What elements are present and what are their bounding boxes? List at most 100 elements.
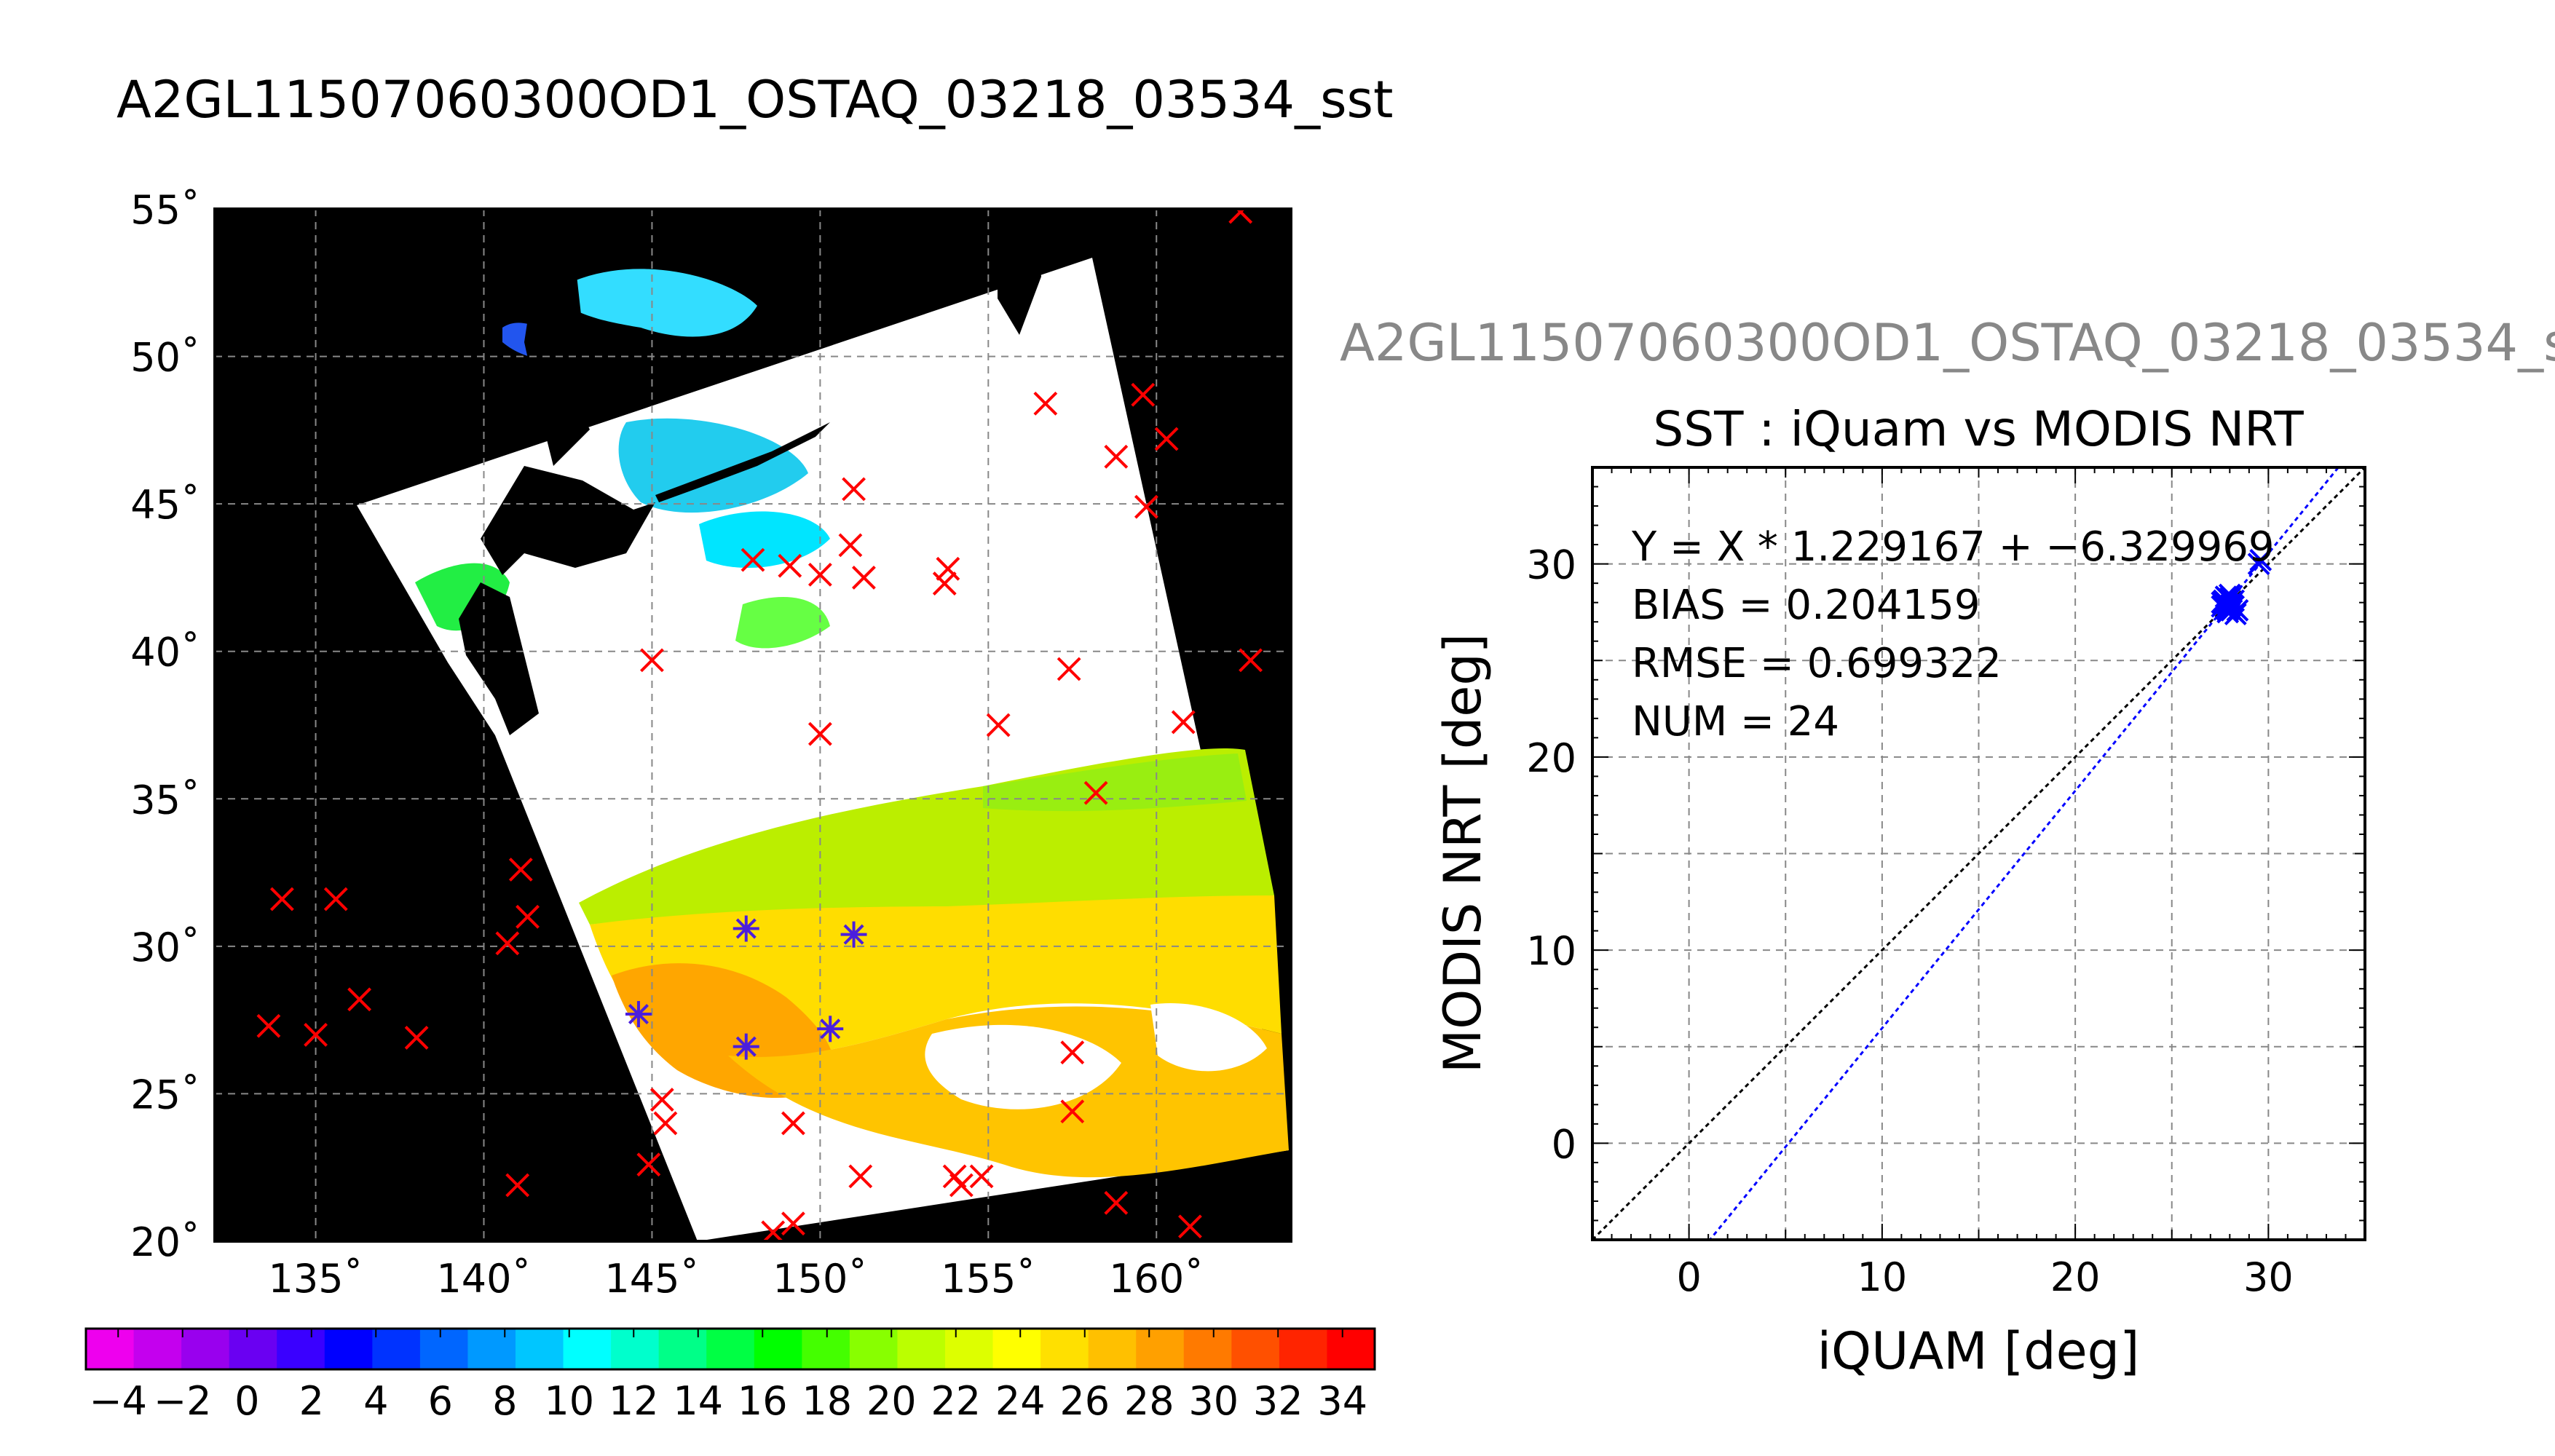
map-unmatched-point-stroke	[842, 477, 866, 502]
map-matched-point-stroke	[820, 1018, 841, 1040]
map-x-tick-label: 155˚	[941, 1256, 1035, 1302]
map-title: A2GL11507060300OD1_OSTAQ_03218_03534_sst	[117, 70, 1394, 130]
colorbar-cell	[1183, 1329, 1232, 1369]
colorbar-cell	[419, 1329, 468, 1369]
map-unmatched-point	[505, 1173, 530, 1198]
map-y-tick-label: 55˚	[130, 187, 200, 233]
map-unmatched-point-stroke	[969, 1164, 994, 1189]
map-unmatched-point-stroke	[1057, 657, 1081, 681]
scatter-ticks: 0 10 20 30 0 10 20 30	[1526, 467, 2366, 1300]
land-kuril-chain	[655, 422, 830, 502]
colorbar-cell	[802, 1329, 850, 1369]
colorbar-tick-label: 24	[995, 1378, 1046, 1424]
map-unmatched-point	[1131, 382, 1156, 407]
map-unmatched-point-stroke	[807, 721, 832, 746]
map-unmatched-point	[640, 648, 664, 673]
colorbar-cell	[754, 1329, 802, 1369]
map-unmatched-point-stroke	[1104, 444, 1129, 469]
map-unmatched-point	[269, 887, 294, 911]
colorbar-cell	[1136, 1329, 1185, 1369]
map-unmatched-point	[1104, 1190, 1129, 1215]
map-unmatched-point	[781, 1111, 805, 1136]
scatter-y-tick-label: 10	[1526, 928, 1576, 974]
scatter-annotation: BIAS = 0.204159	[1632, 582, 1981, 629]
colorbar-cell	[229, 1329, 277, 1369]
map-unmatched-point	[761, 1220, 786, 1241]
colorbar-cell	[133, 1329, 182, 1369]
colorbar-tick-label: 4	[363, 1378, 388, 1424]
sst-region-southwest-cloud	[1150, 1003, 1267, 1072]
map-matched-point-stroke	[735, 918, 757, 939]
map-unmatched-point	[516, 904, 540, 929]
map-x-tick-label: 145˚	[604, 1256, 699, 1302]
colorbar-cell	[658, 1329, 707, 1369]
colorbar-tick-label: 20	[866, 1378, 917, 1424]
map-unmatched-point	[741, 547, 765, 572]
colorbar-cell	[1279, 1329, 1327, 1369]
map-unmatched-point-stroke	[256, 1013, 281, 1038]
map-unmatched-point-stroke	[1228, 209, 1246, 224]
scatter-x-tick-label: 10	[1857, 1254, 1908, 1300]
map-unmatched-point-stroke	[986, 713, 1011, 737]
map-unmatched-point	[842, 477, 866, 502]
map-y-tick-label: 35˚	[130, 777, 200, 823]
map-unmatched-point	[852, 566, 876, 590]
map-unmatched-point-stroke	[1131, 382, 1156, 407]
map-matched-point	[732, 915, 759, 942]
map-unmatched-point-stroke	[269, 887, 294, 911]
map-unmatched-point	[969, 1164, 994, 1189]
map-unmatched-point	[1154, 427, 1179, 451]
colorbar-tick-label: 14	[673, 1378, 723, 1424]
map-matched-point	[840, 921, 867, 948]
colorbar-tick-label: 12	[609, 1378, 659, 1424]
colorbar-tick-label: 6	[428, 1378, 453, 1424]
colorbar-cell	[181, 1329, 230, 1369]
map-matched-point-stroke	[628, 1004, 649, 1025]
colorbar-tick-labels: −4 −2 0 2 4 6 8 10 12 14 16 18 20 22 24 26 28 30 32 34	[89, 1329, 1367, 1424]
map-unmatched-point-stroke	[781, 1211, 805, 1236]
map-unmatched-point-stroke	[781, 1111, 805, 1136]
land-honshu-north	[459, 582, 539, 735]
colorbar-cell	[945, 1329, 994, 1369]
map-unmatched-point-stroke	[942, 1164, 967, 1189]
map-unmatched-point-stroke	[649, 1088, 674, 1112]
map-unmatched-point	[949, 1173, 974, 1198]
colorbar-tick-label: 30	[1188, 1378, 1239, 1424]
colorbar-tick-label: 0	[234, 1378, 259, 1424]
map-unmatched-point	[304, 1022, 328, 1047]
colorbar-frame	[84, 1327, 1376, 1371]
map-unmatched-point	[936, 556, 960, 581]
map-matched-point	[817, 1016, 844, 1042]
scatter-x-tick-label: 30	[2243, 1254, 2294, 1300]
map-unmatched-point-stroke	[778, 553, 802, 578]
map-x-tick-label: 160˚	[1109, 1256, 1204, 1302]
colorbar-cell	[1088, 1329, 1137, 1369]
map-y-tick-label: 40˚	[130, 630, 200, 676]
map-unmatched-point	[1057, 657, 1081, 681]
map-unmatched-point	[932, 571, 957, 596]
colorbar-cell	[86, 1329, 135, 1369]
map-unmatched-point	[778, 553, 802, 578]
colorbar-cell	[324, 1329, 373, 1369]
colorbar-cell	[372, 1329, 421, 1369]
colorbar-tick-label: −2	[154, 1378, 212, 1424]
scatter-annotations: Y = X * 1.229167 + −6.329969 BIAS = 0.204…	[1631, 523, 2275, 745]
sst-region-band-greenyellow	[983, 753, 1247, 812]
map-unmatched-point	[1083, 780, 1108, 805]
map-matched-point	[732, 1033, 759, 1060]
map-unmatched-point-stroke	[1178, 1214, 1202, 1239]
scatter-plot: SST : iQuam vs MODIS NRT 0 10 20 300102030 …	[1433, 401, 2366, 1381]
map-matched-point-stroke	[735, 1036, 757, 1057]
map-unmatched-point-stroke	[1060, 1099, 1085, 1124]
map-unmatched-point-stroke	[323, 887, 348, 911]
colorbar-cell	[849, 1329, 898, 1369]
map-unmatched-point-stroke	[304, 1022, 328, 1047]
map-unmatched-point	[1033, 391, 1058, 416]
map-unmatched-point	[1060, 1040, 1085, 1065]
scatter-x-tick-label: 0	[1676, 1254, 1701, 1300]
map-unmatched-point-stroke	[640, 648, 664, 673]
scatter-annotation: NUM = 24	[1632, 698, 1839, 745]
map-unmatched-point	[1178, 1214, 1202, 1239]
map-unmatched-point	[256, 1013, 281, 1038]
